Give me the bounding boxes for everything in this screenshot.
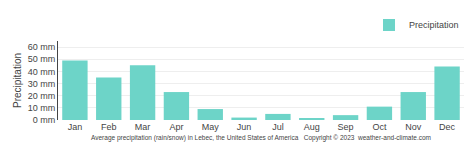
- svg-text:Average precipitation (rain/sn: Average precipitation (rain/snow) in Leb…: [91, 134, 431, 142]
- svg-text:Aug: Aug: [304, 122, 320, 132]
- svg-text:40 mm: 40 mm: [28, 67, 56, 77]
- svg-text:Sep: Sep: [338, 122, 354, 132]
- svg-text:60 mm: 60 mm: [28, 42, 56, 52]
- svg-text:Jan: Jan: [68, 122, 83, 132]
- svg-text:Mar: Mar: [135, 122, 151, 132]
- svg-text:0 mm: 0 mm: [33, 115, 56, 125]
- svg-text:Precipitation: Precipitation: [409, 20, 459, 30]
- svg-text:50 mm: 50 mm: [28, 54, 56, 64]
- svg-text:Oct: Oct: [372, 122, 387, 132]
- svg-text:Precipitation: Precipitation: [12, 53, 23, 108]
- svg-text:20 mm: 20 mm: [28, 91, 56, 101]
- svg-text:Jun: Jun: [237, 122, 252, 132]
- svg-text:30 mm: 30 mm: [28, 79, 56, 89]
- svg-text:Nov: Nov: [405, 122, 422, 132]
- svg-text:Feb: Feb: [101, 122, 117, 132]
- svg-text:Jul: Jul: [272, 122, 284, 132]
- svg-text:10 mm: 10 mm: [28, 103, 56, 113]
- svg-text:Apr: Apr: [169, 122, 183, 132]
- svg-text:May: May: [202, 122, 220, 132]
- svg-text:Dec: Dec: [439, 122, 456, 132]
